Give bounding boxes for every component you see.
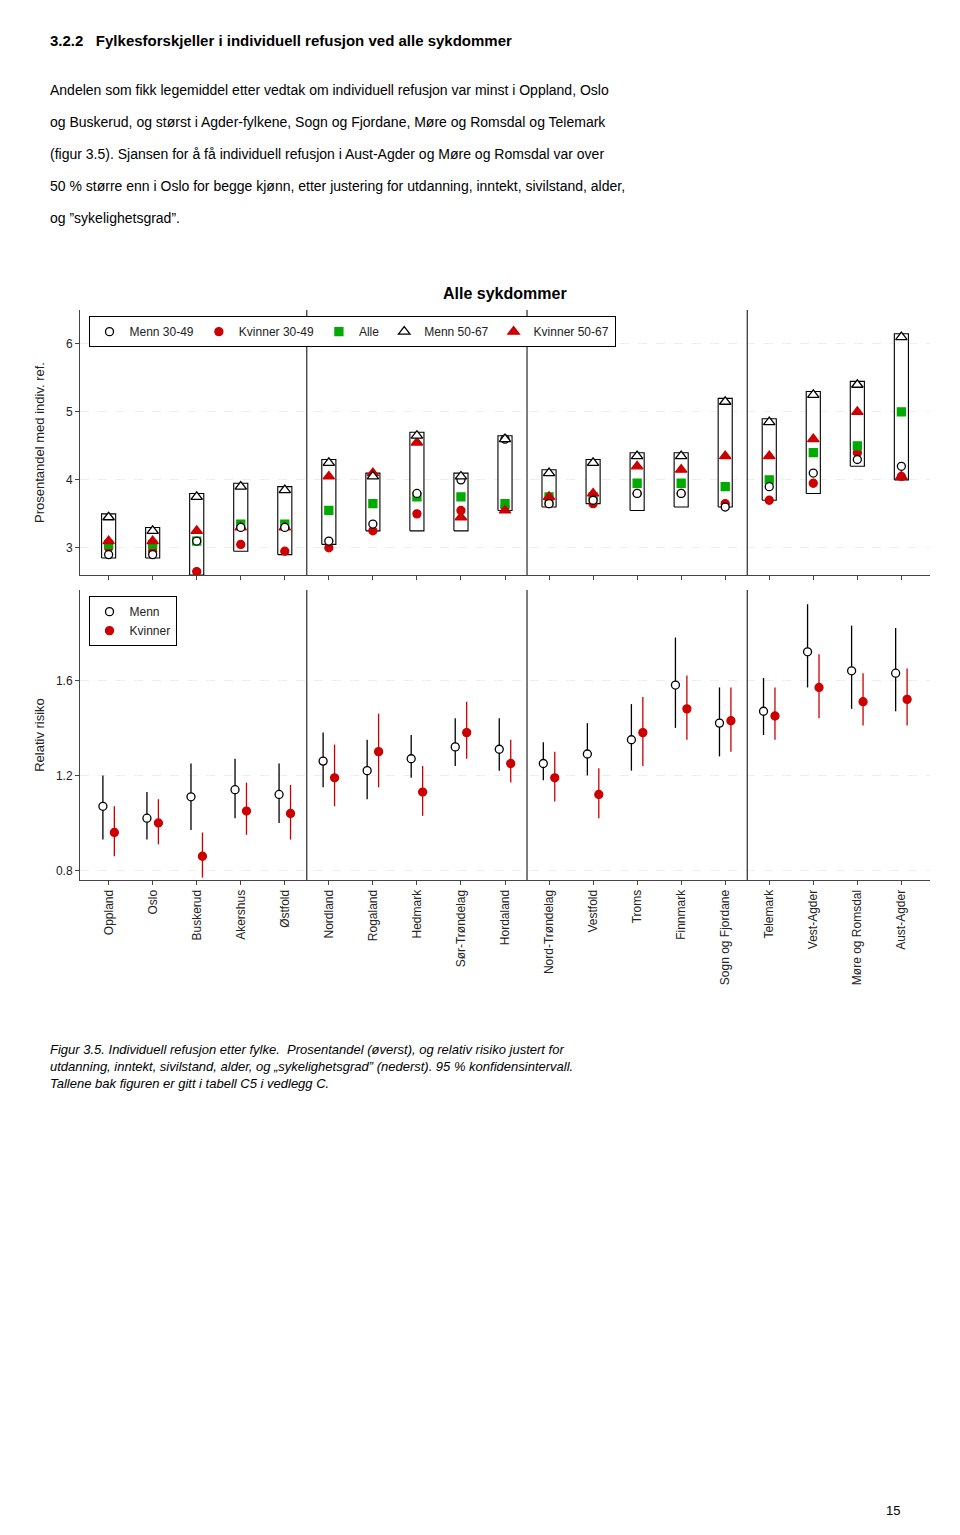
svg-text:Oppland: Oppland xyxy=(102,890,116,935)
svg-text:Menn: Menn xyxy=(130,605,160,619)
svg-text:Kvinner 50-67: Kvinner 50-67 xyxy=(534,325,609,339)
svg-text:Hedmark: Hedmark xyxy=(410,889,424,939)
svg-text:1.2: 1.2 xyxy=(56,769,73,783)
svg-text:Vestfold: Vestfold xyxy=(586,890,600,933)
svg-text:3.2.2 Fylkesforskjeller i in: 3.2.2 Fylkesforskjeller i individuell re… xyxy=(50,32,512,49)
svg-text:Menn 50-67: Menn 50-67 xyxy=(424,325,488,339)
svg-text:Hordaland: Hordaland xyxy=(498,890,512,945)
svg-text:Vest-Agder: Vest-Agder xyxy=(806,890,820,949)
svg-text:Sogn og Fjordane: Sogn og Fjordane xyxy=(718,889,732,985)
svg-text:Prosentandel med indiv. ref.: Prosentandel med indiv. ref. xyxy=(32,362,47,523)
svg-text:Finnmark: Finnmark xyxy=(674,889,688,940)
svg-text:Alle: Alle xyxy=(359,325,379,339)
svg-text:Andelen som fikk legemiddel et: Andelen som fikk legemiddel etter vedtak… xyxy=(50,82,609,98)
svg-text:Østfold: Østfold xyxy=(278,890,292,928)
svg-text:3: 3 xyxy=(66,541,73,555)
svg-text:Relativ risiko: Relativ risiko xyxy=(32,698,47,772)
svg-text:6: 6 xyxy=(66,337,73,351)
svg-text:Oslo: Oslo xyxy=(146,889,160,914)
svg-text:Akershus: Akershus xyxy=(234,890,248,940)
svg-text:Telemark: Telemark xyxy=(762,889,776,939)
svg-text:0.8: 0.8 xyxy=(56,864,73,878)
svg-text:Rogaland: Rogaland xyxy=(366,890,380,941)
svg-text:Troms: Troms xyxy=(630,890,644,924)
svg-text:50 % større enn i Oslo for beg: 50 % større enn i Oslo for begge kjønn, … xyxy=(50,178,625,194)
svg-text:Nord-Trøndelag: Nord-Trøndelag xyxy=(542,890,556,974)
svg-text:Møre og Romsdal: Møre og Romsdal xyxy=(850,890,864,985)
svg-text:Alle sykdommer: Alle sykdommer xyxy=(443,285,567,302)
svg-text:(figur 3.5). Sjansen for å få: (figur 3.5). Sjansen for å få individuel… xyxy=(50,146,604,162)
svg-text:15: 15 xyxy=(886,1503,900,1518)
svg-text:4: 4 xyxy=(66,473,73,487)
svg-text:Menn 30-49: Menn 30-49 xyxy=(130,325,194,339)
svg-text:og ”sykelighetsgrad”.: og ”sykelighetsgrad”. xyxy=(50,210,180,226)
svg-text:og Buskerud, og størst i Agder: og Buskerud, og størst i Agder-fylkene, … xyxy=(50,114,606,130)
svg-text:Figur 3.5. Individuell refusjo: Figur 3.5. Individuell refusjon etter fy… xyxy=(50,1042,573,1091)
svg-text:1.6: 1.6 xyxy=(56,674,73,688)
svg-text:5: 5 xyxy=(66,405,73,419)
svg-text:Aust-Agder: Aust-Agder xyxy=(894,890,908,950)
svg-text:Nordland: Nordland xyxy=(322,890,336,939)
svg-text:Sør-Trøndelag: Sør-Trøndelag xyxy=(454,890,468,968)
svg-text:Kvinner: Kvinner xyxy=(130,624,171,638)
svg-text:Buskerud: Buskerud xyxy=(190,890,204,941)
svg-text:Kvinner 30-49: Kvinner 30-49 xyxy=(239,325,314,339)
